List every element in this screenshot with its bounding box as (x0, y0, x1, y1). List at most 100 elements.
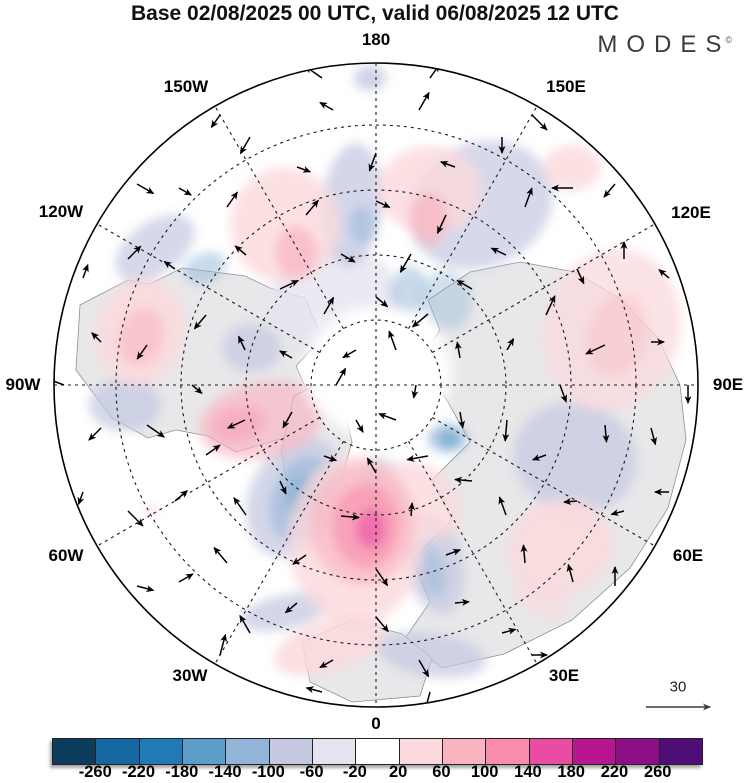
wind-arrow (146, 424, 166, 438)
wind-arrow (219, 633, 228, 656)
modes-logo-text: MODES (597, 31, 731, 58)
colorbar-cell (399, 739, 443, 764)
wind-arrow (296, 166, 312, 173)
anomaly-blob (222, 324, 282, 372)
colorbar-cell (226, 739, 270, 764)
lon-label-30e: 30E (548, 666, 580, 685)
wind-arrow (520, 544, 528, 564)
meridian (408, 441, 538, 665)
anomaly-blob (389, 266, 427, 318)
colorbar-tick-label: -20 (342, 763, 367, 781)
wind-arrow (502, 419, 510, 442)
colorbar-cell (356, 739, 400, 764)
meridian (214, 105, 344, 329)
meridian (408, 105, 538, 329)
wind-arrow (163, 260, 176, 270)
lon-label-180: 180 (361, 30, 391, 49)
anomaly-blob (378, 146, 482, 234)
wind-arrow (445, 548, 462, 556)
modes-logo: MODES© (597, 31, 732, 59)
wind-arrow (563, 498, 578, 506)
wind-arrow (279, 350, 293, 359)
wind-vectors (54, 64, 692, 707)
wind-arrow (650, 427, 657, 446)
anomaly-blob (354, 65, 386, 91)
graticule (54, 63, 698, 707)
lon-label-90w: 90W (5, 375, 41, 394)
wind-arrow (454, 476, 473, 484)
wind-arrow (319, 659, 334, 669)
colorbar-tick-label: 20 (388, 763, 408, 781)
wind-arrow (233, 496, 247, 516)
wind-arrow (576, 268, 585, 285)
wind-arrow (501, 627, 517, 635)
wind-arrow (454, 341, 462, 359)
anomaly-blob (586, 293, 648, 377)
wind-arrow (77, 491, 85, 506)
colorbar-tick-label: -140 (208, 763, 242, 781)
colorbar-cell (486, 739, 530, 764)
wind-arrow (368, 152, 377, 172)
wind-arrow (127, 510, 144, 527)
anomaly-blob (349, 206, 375, 244)
anomaly-blob (274, 614, 386, 676)
wind-arrow (411, 313, 429, 328)
wind-arrow (210, 114, 221, 129)
wind-arrow (506, 337, 515, 351)
wind-arrow (454, 598, 470, 606)
wind-arrow (378, 412, 397, 421)
wind-arrow (174, 490, 189, 502)
lon-label-60w: 60W (48, 546, 84, 565)
colorbar-tick-label: -220 (122, 763, 156, 781)
lon-label-150w: 150W (163, 77, 209, 96)
wind-arrow (191, 384, 203, 394)
anomaly-blob (543, 145, 601, 191)
wind-arrow (375, 200, 391, 209)
wind-arrow (178, 573, 194, 583)
wind-arrow (239, 136, 251, 155)
wind-arrow (342, 349, 357, 359)
anomaly-blob (440, 432, 458, 446)
wind-arrow (375, 616, 389, 633)
wind-arrow (388, 330, 397, 351)
anomaly-blob (356, 509, 386, 549)
wind-arrow (498, 496, 507, 516)
meridian (432, 417, 656, 547)
anomaly-blob (511, 580, 569, 620)
wind-arrow (439, 160, 456, 168)
colorbar-cell (529, 739, 573, 764)
colorbar-cell (659, 739, 702, 764)
wind-arrow (319, 101, 334, 111)
colorbar-tick-label: 140 (514, 763, 542, 781)
wind-arrow (82, 263, 89, 279)
wind-arrow (610, 509, 625, 516)
wind-arrow (399, 253, 412, 274)
colorbar-cell (616, 739, 660, 764)
wind-arrow (531, 114, 548, 131)
wind-arrow (602, 424, 610, 443)
wind-arrow (375, 296, 389, 308)
wind-arrow (323, 296, 335, 315)
colorbar-cell (572, 739, 617, 764)
wind-arrow (88, 427, 102, 441)
wind-arrow (226, 419, 246, 429)
colorbar-cell (182, 739, 227, 764)
wind-arrow (292, 554, 307, 565)
colorbar-tick-label: 220 (600, 763, 629, 781)
wind-arrow (127, 245, 142, 260)
wind-arrow (418, 91, 430, 111)
colorbar-tick-label: -100 (251, 763, 285, 781)
wind-arrow (205, 444, 221, 456)
wind-arrow (366, 457, 377, 474)
wind-arrow (239, 614, 251, 634)
colorbar-tick-label: 60 (432, 763, 451, 781)
wind-arrow (136, 344, 148, 360)
wind-arrow (305, 199, 319, 216)
lon-label-60e: 60E (672, 546, 704, 565)
colorbar-tick-label: 100 (470, 763, 499, 781)
wind-arrow (436, 214, 447, 235)
wind-arrow (136, 183, 155, 195)
wind-arrow (423, 691, 431, 707)
colorbar (52, 738, 703, 765)
